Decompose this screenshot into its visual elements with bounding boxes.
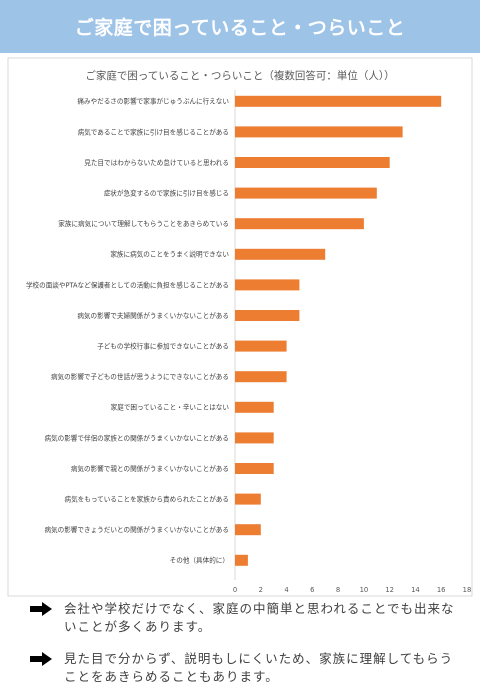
category-label: 学校の面談やPTAなど保護者としての活動に負担を感じることがある: [26, 280, 229, 289]
note-text: 会社や学校だけでなく、家庭の中簡単と思われることでも出来ないことが多くあります。: [64, 601, 455, 634]
bar: [235, 310, 300, 321]
bar: [235, 218, 364, 230]
category-label: 症状が急変するので家族に引け目を感じる: [104, 189, 229, 198]
bar: [235, 126, 403, 138]
category-label: その他（具体的に）: [170, 556, 229, 565]
x-tick-label: 10: [360, 586, 369, 594]
bar-chart: ご家庭で困っていること・つらいこと（複数回答可：単位（人）） 痛みやだるさの影響…: [7, 57, 473, 597]
x-tick-label: 2: [259, 586, 263, 594]
bar: [235, 95, 442, 107]
category-label: 病気の影響で伴侶の家族との関係がうまくいかないことがある: [44, 433, 229, 442]
category-label: 病気の影響できょうだいとの関係がうまくいかないことがある: [44, 525, 229, 534]
x-tick-label: 16: [437, 586, 446, 594]
page-title: ご家庭で困っていること・つらいこと: [74, 17, 406, 39]
right-arrow-icon: [30, 652, 52, 666]
bar: [235, 371, 287, 383]
bar: [235, 463, 274, 474]
notes-section: 会社や学校だけでなく、家庭の中簡単と思われることでも出来ないことが多くあります。…: [30, 600, 460, 700]
chart-title: ご家庭で困っていること・つらいこと（複数回答可：単位（人））: [85, 69, 394, 82]
x-tick-label: 12: [385, 586, 394, 594]
note-text: 見た目で分からず、説明もしにくいため、家族に理解してもらうことをあきらめることも…: [64, 651, 454, 684]
category-label: 子どもの学校行事に参加できないことがある: [97, 342, 229, 351]
bar: [235, 187, 377, 199]
category-label: 病気であることで家族に引け目を感じることがある: [78, 127, 229, 136]
x-tick-label: 8: [336, 586, 340, 594]
bar: [235, 248, 326, 260]
note-item: 会社や学校だけでなく、家庭の中簡単と思われることでも出来ないことが多くあります。: [30, 600, 460, 636]
bar: [235, 554, 248, 566]
right-arrow-icon: [30, 602, 52, 616]
category-label: 家族に病気について理解してもらうことをあきらめている: [58, 219, 229, 228]
category-label: 見た目ではわからないため怠けていると思われる: [84, 158, 229, 167]
chart-frame: [7, 57, 473, 597]
category-label: 家庭で困っていること・辛いことはない: [111, 403, 230, 412]
x-tick-label: 18: [463, 586, 472, 594]
x-tick-label: 0: [233, 586, 237, 594]
x-tick-label: 6: [310, 586, 314, 594]
bar: [235, 524, 261, 536]
header-banner: ご家庭で困っていること・つらいこと: [0, 0, 480, 53]
note-item: 見た目で分からず、説明もしにくいため、家族に理解してもらうことをあきらめることも…: [30, 650, 460, 686]
category-label: 病気の影響で子どもの世話が思うようにできないことがある: [51, 372, 229, 381]
bar: [235, 157, 390, 168]
category-label: 痛みやだるさの影響で家事がじゅうぶんに行えない: [77, 97, 229, 106]
bar: [235, 401, 274, 413]
bar: [235, 340, 287, 352]
bar: [235, 432, 274, 444]
x-tick-label: 4: [284, 586, 288, 594]
x-tick-label: 14: [411, 586, 420, 594]
bar: [235, 279, 300, 291]
bar: [235, 493, 261, 505]
category-label: 病気の影響で親との関係がうまくいかないことがある: [71, 464, 229, 473]
category-label: 病気の影響で夫婦関係がうまくいかないことがある: [77, 311, 229, 320]
category-label: 病気をもっていることを家族から責められたことがある: [64, 495, 229, 504]
category-label: 家族に病気のことをうまく説明できない: [110, 250, 229, 259]
